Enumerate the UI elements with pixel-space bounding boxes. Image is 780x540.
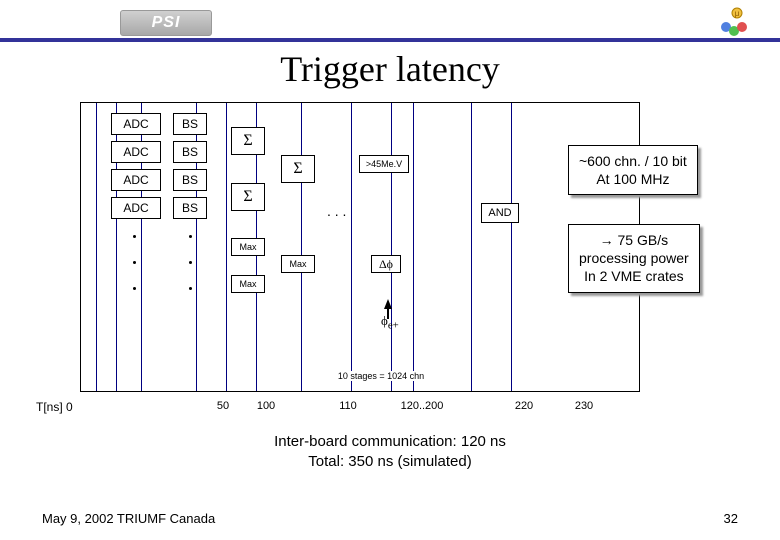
and-node: AND [481,203,519,223]
arrow-stem [387,309,389,319]
info-box-channels: ~600 chn. / 10 bit At 100 MHz [568,145,698,195]
vertical-ellipsis-dot [189,287,192,290]
sigma-node: Σ [281,155,315,183]
timeline-tick: 230 [575,400,593,412]
page-title: Trigger latency [0,48,780,90]
adc-node: ADC [111,169,161,191]
pipeline-stage-line [226,103,227,391]
pipeline-stage-line [301,103,302,391]
svg-text:μ: μ [735,9,740,18]
pipeline-stage-line [351,103,352,391]
vertical-ellipsis-dot [133,287,136,290]
max-node: Max [281,255,315,273]
timeline-tick: 220 [515,400,533,412]
timeline-tick: 100 [257,400,275,412]
max-node: Max [231,275,265,293]
pipeline-stage-line [511,103,512,391]
vertical-ellipsis-dot [133,261,136,264]
info2-line2: processing power [579,249,689,267]
logo: PSI [120,10,212,36]
bs-node: BS [173,169,207,191]
phi-positron-label: ϕe+ [381,313,399,332]
timeline-axis-label: T[ns] 0 [36,400,73,414]
adc-node: ADC [111,113,161,135]
info2-line1: → 75 GB/s [579,231,689,249]
vertical-ellipsis-dot [133,235,136,238]
timeline-tick: 50 [217,400,229,412]
pipeline-stage-line [96,103,97,391]
sigma-node: Σ [231,183,265,211]
delta-phi-node: Δϕ [371,255,401,273]
header: PSI μ [0,0,780,42]
info-box-throughput: → 75 GB/s processing power In 2 VME crat… [568,224,700,293]
pipeline-stage-line [391,103,392,391]
adc-node: ADC [111,197,161,219]
footer-right: 32 [724,511,738,526]
subtitle-line1: Inter-board communication: 120 ns [0,432,780,452]
threshold-node: >45Me.V [359,155,409,173]
diagram: ADC BS ADC BS ADC BS ADC BS ΣΣΣ . . . >45Me.V AND Ma… [80,102,640,392]
corner-icon: μ [716,5,750,39]
pipeline-stage-line [471,103,472,391]
arrow-up-icon [384,299,392,309]
adc-node: ADC [111,141,161,163]
subtitle-line2: Total: 350 ns (simulated) [0,452,780,472]
stages-label: 10 stages = 1024 chn [336,371,426,381]
vertical-ellipsis-dot [189,261,192,264]
ellipsis: . . . [327,203,346,219]
info2-line3: In 2 VME crates [579,267,689,285]
bs-node: BS [173,141,207,163]
pipeline-stage-line [413,103,414,391]
vertical-ellipsis-dot [189,235,192,238]
timeline-tick: 110 [339,400,357,412]
max-node: Max [231,238,265,256]
sigma-node: Σ [231,127,265,155]
timeline-tick: 120..200 [401,400,444,412]
bs-node: BS [173,197,207,219]
bs-node: BS [173,113,207,135]
info1-line2: At 100 MHz [579,170,687,188]
info1-line1: ~600 chn. / 10 bit [579,152,687,170]
subtitle: Inter-board communication: 120 ns Total:… [0,432,780,471]
footer-left: May 9, 2002 TRIUMF Canada [42,511,215,526]
